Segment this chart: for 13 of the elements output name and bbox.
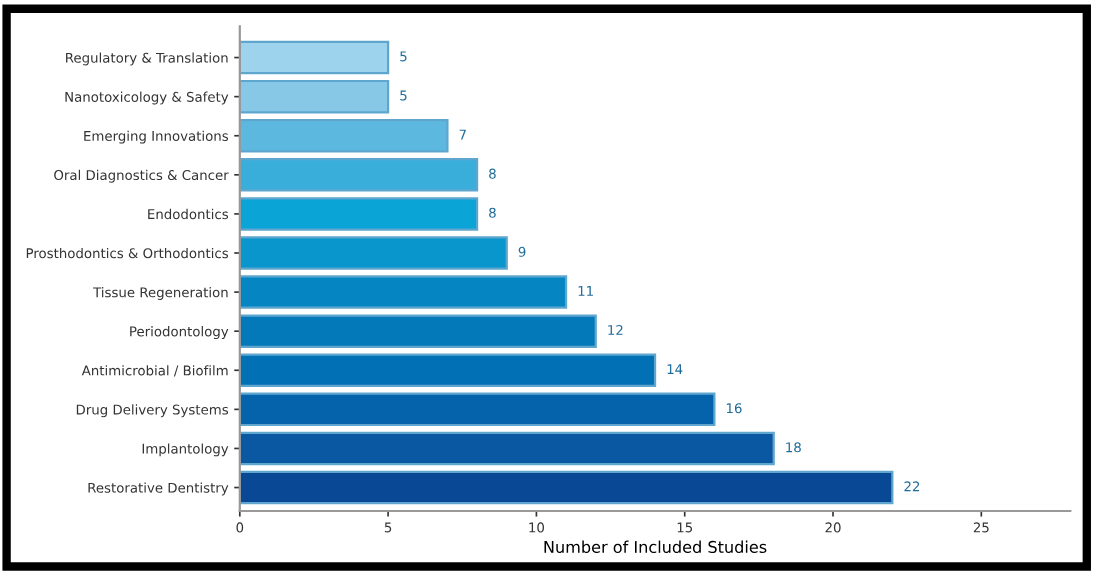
bar — [239, 158, 479, 192]
bar — [239, 470, 894, 505]
bar — [239, 40, 390, 75]
bar — [239, 314, 597, 348]
bar — [239, 431, 775, 466]
bar — [239, 392, 716, 427]
bar — [239, 275, 568, 309]
bar — [239, 197, 479, 231]
x-axis-title: Number of Included Studies — [544, 540, 767, 554]
bar — [239, 236, 508, 270]
bar — [239, 118, 449, 153]
bar — [239, 353, 657, 388]
bar — [239, 79, 390, 114]
